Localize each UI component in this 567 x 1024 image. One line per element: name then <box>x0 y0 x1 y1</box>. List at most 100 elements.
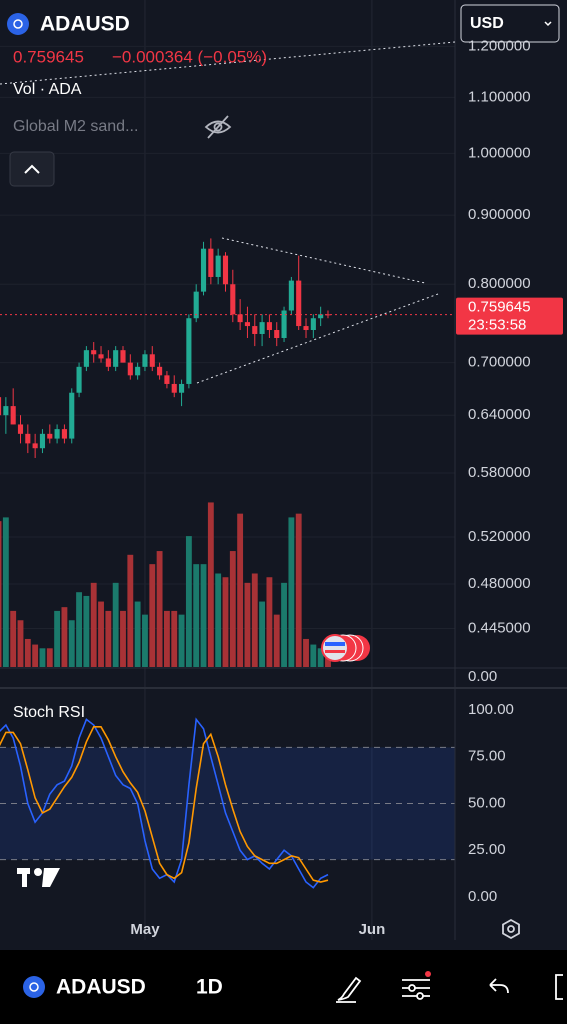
draw-icon[interactable] <box>336 976 362 1003</box>
x-tick-label: May <box>130 921 160 938</box>
volume-bar <box>127 554 134 667</box>
candle-body <box>32 443 38 449</box>
candle-body <box>3 406 9 416</box>
y-tick-label: 0.800000 <box>468 275 531 292</box>
y-tick-label: 0.580000 <box>468 464 531 481</box>
candle-body <box>157 366 163 376</box>
volume-bar <box>185 536 192 667</box>
indicator-label: Global M2 sand... <box>13 118 138 135</box>
volume-bar <box>112 582 119 667</box>
volume-bar <box>134 601 141 667</box>
volume-bar <box>0 521 2 667</box>
volume-bar <box>83 595 90 667</box>
volume-bar <box>207 502 214 667</box>
y-tick-label: 1.000000 <box>468 144 531 161</box>
volume-bar <box>10 610 17 667</box>
candle-body <box>259 322 265 334</box>
candle-body <box>230 284 236 315</box>
volume-bar <box>200 564 207 667</box>
candle-body <box>274 330 280 338</box>
volume-bar <box>120 610 126 667</box>
volume-bar <box>68 620 75 667</box>
candle-body <box>25 433 31 444</box>
volume-bar <box>24 638 31 667</box>
undo-icon[interactable] <box>489 978 509 994</box>
volume-bar <box>259 601 266 667</box>
candle-body <box>91 350 97 355</box>
volume-bar <box>288 517 295 667</box>
trend-line <box>0 41 456 85</box>
volume-bar <box>163 610 170 667</box>
candle-body <box>171 383 177 393</box>
currency-select[interactable] <box>460 4 560 43</box>
symbol: ADAUSD <box>40 13 130 36</box>
event-flags[interactable] <box>321 634 370 662</box>
volume-bar <box>303 638 309 667</box>
candle-body <box>318 314 324 319</box>
candle-body <box>296 280 302 327</box>
candle-body <box>178 383 185 393</box>
volume-bar <box>98 601 104 667</box>
volume-bar <box>310 644 317 667</box>
candle-body <box>200 248 207 292</box>
price-label-box <box>456 297 563 335</box>
volume-bar <box>229 551 236 667</box>
volume-bar <box>149 564 156 667</box>
hide-icon[interactable] <box>204 115 232 139</box>
interval[interactable]: 1D <box>196 976 223 999</box>
y-tick-label: 0.640000 <box>468 406 531 423</box>
volume-bar <box>156 551 163 667</box>
volume-bar <box>2 517 9 667</box>
y-tick-label: 0.480000 <box>468 575 531 592</box>
candle-body <box>164 375 170 384</box>
volume-bar <box>266 577 273 667</box>
currency[interactable]: USD <box>470 15 504 32</box>
y-tick-label: 100.00 <box>468 701 514 718</box>
candle-body <box>76 366 82 393</box>
candle-body <box>303 326 309 331</box>
volume-bar <box>142 614 148 667</box>
volume-bar <box>32 644 39 667</box>
price: 0.759645 <box>13 47 84 66</box>
collapse-button[interactable] <box>9 151 55 187</box>
fullscreen-icon[interactable] <box>555 974 563 1000</box>
y-tick-label: 50.00 <box>468 794 506 811</box>
price-label: 0.759645 <box>468 299 531 316</box>
y-tick-label: 75.00 <box>468 748 506 765</box>
candle-body <box>105 358 111 367</box>
volume-bar <box>215 573 222 667</box>
candle-body <box>149 354 155 367</box>
volume-bar <box>178 614 185 667</box>
stoch-line <box>0 725 329 883</box>
candle-body <box>83 350 89 367</box>
settings-icon[interactable] <box>502 918 520 940</box>
candle-body <box>54 429 60 439</box>
candle-body <box>61 429 67 439</box>
volume-bar <box>90 582 97 667</box>
bottom-symbol[interactable]: ADAUSD <box>56 976 146 999</box>
volume-bar <box>222 577 229 667</box>
candle-body <box>281 310 287 338</box>
candle-body <box>310 318 316 331</box>
candle-body <box>288 280 294 311</box>
y-tick-label: 1.200000 <box>468 37 531 54</box>
candle-body <box>266 322 272 331</box>
stoch-line <box>0 717 329 889</box>
y-tick-label: 0.700000 <box>468 354 531 371</box>
indicators-icon[interactable] <box>402 971 431 1000</box>
volume-bar <box>171 610 178 667</box>
y-tick-label: 0.900000 <box>468 206 531 223</box>
y-tick-label: 0.00 <box>468 668 497 685</box>
coin-icon <box>23 976 45 998</box>
candle-body <box>127 362 133 376</box>
volume-bar <box>54 610 61 667</box>
bottom-bar <box>0 950 567 1024</box>
volume-bar <box>295 513 302 667</box>
candle-body <box>113 350 119 367</box>
volume-bar <box>317 648 324 667</box>
candle-body <box>69 392 75 439</box>
volume-bar <box>105 610 112 667</box>
volume-bar <box>39 648 46 667</box>
candle-body <box>244 322 251 327</box>
